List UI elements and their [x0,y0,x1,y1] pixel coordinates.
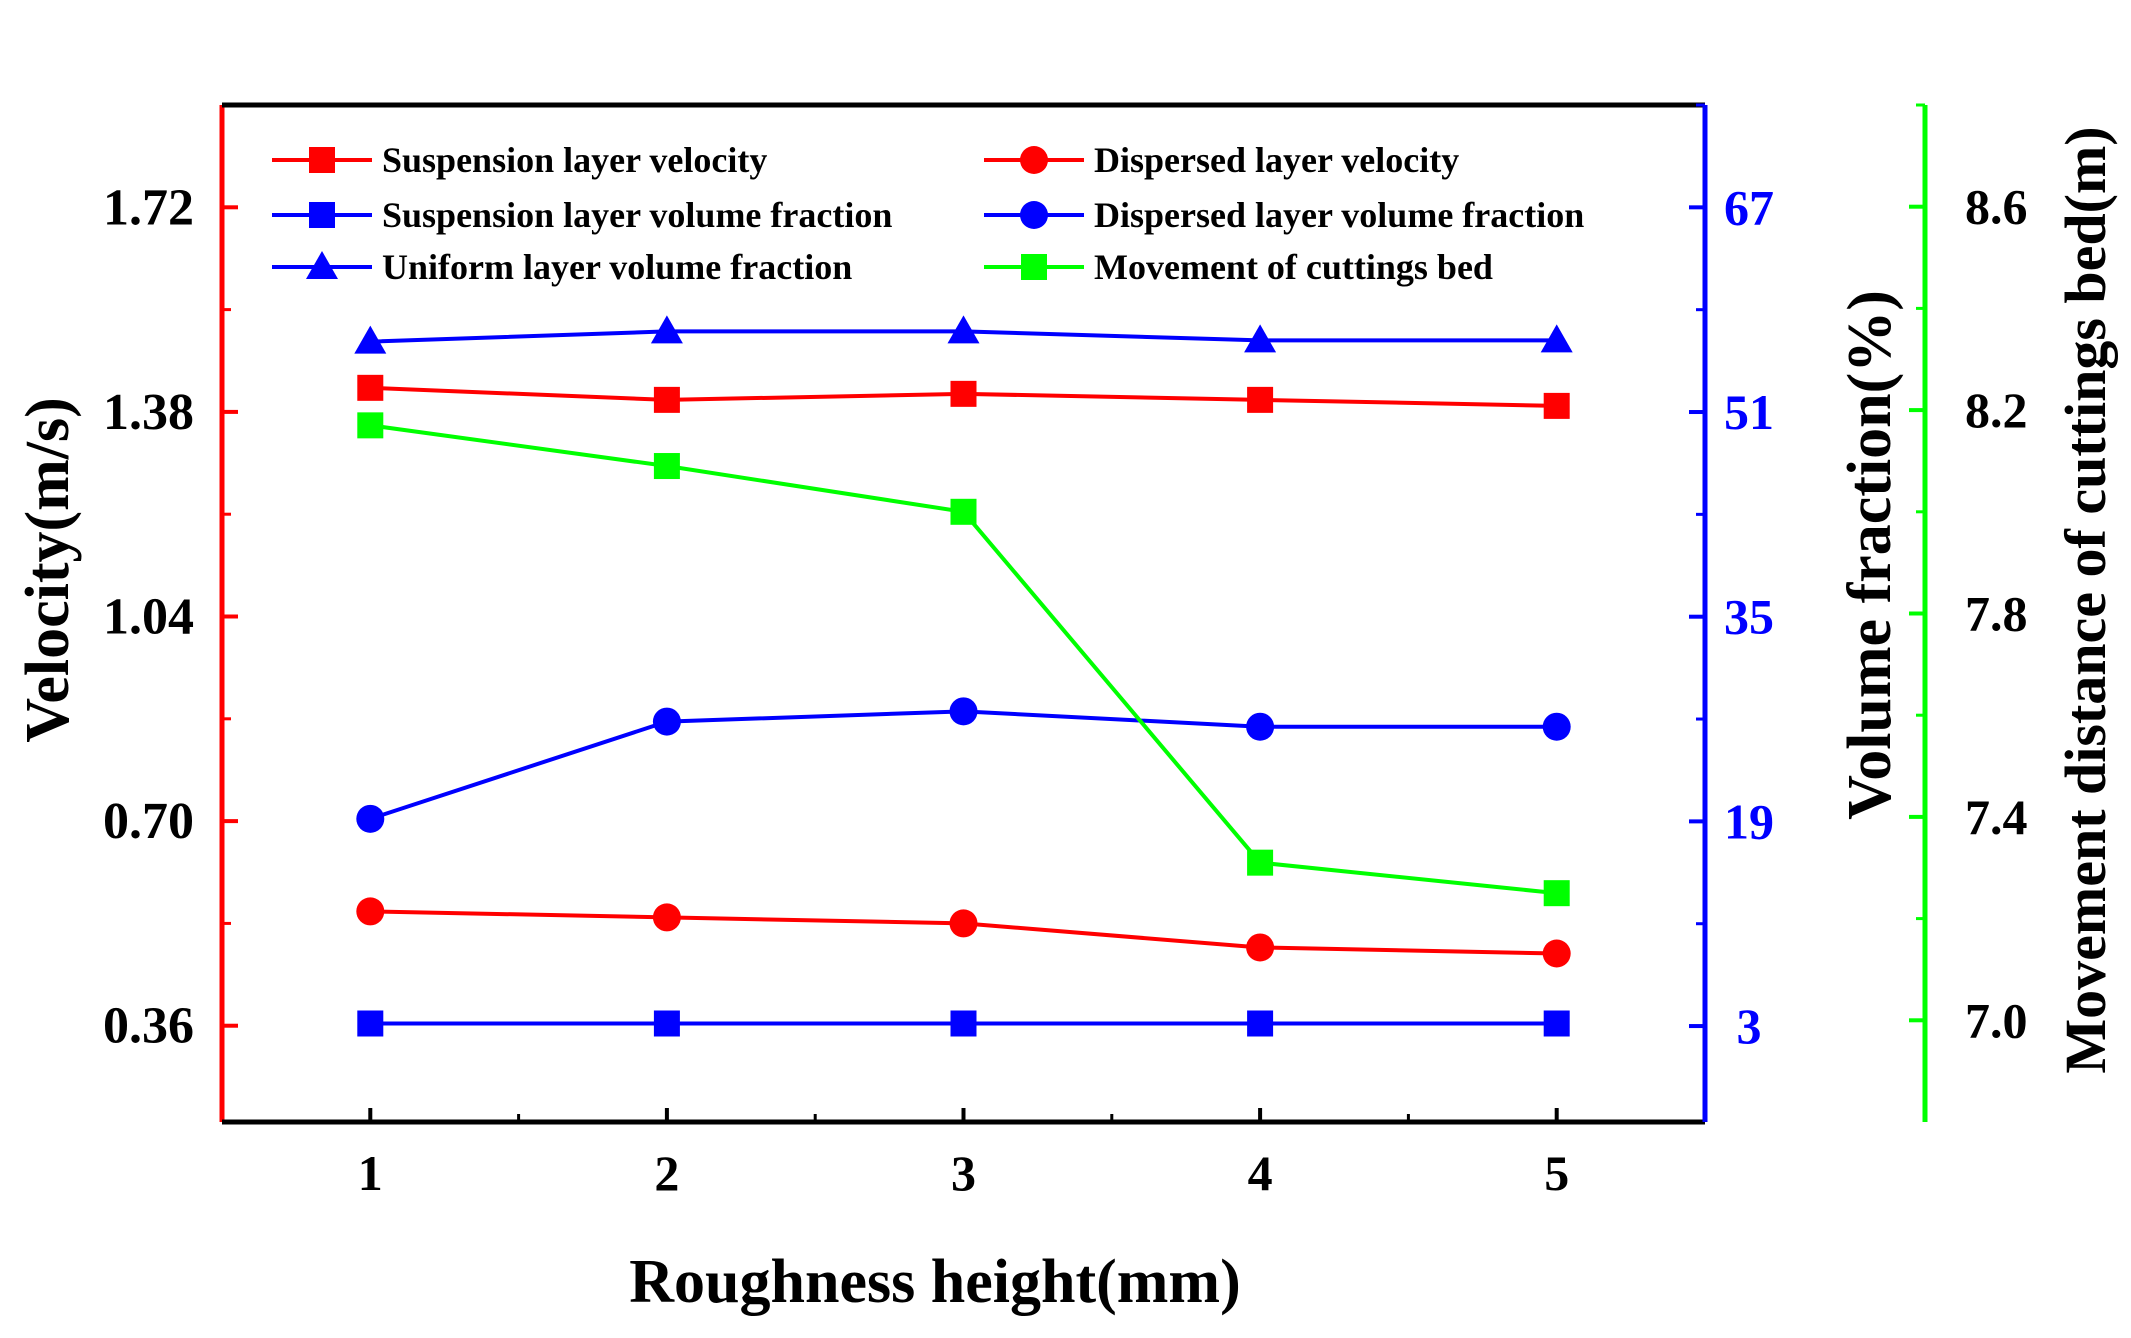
velocity-axis-label: Velocity(m/s) [14,397,82,743]
series-3 [356,697,1571,833]
velocity-tick-label: 1.72 [103,179,194,236]
legend-marker [306,251,338,279]
data-point [949,697,978,726]
x-tick-label: 3 [951,1145,976,1201]
data-point [950,380,977,407]
series-0 [357,374,1570,419]
legend-marker [309,202,335,228]
data-point [653,453,680,480]
series-line [369,709,1557,821]
legend-label: Dispersed layer velocity [1094,140,1459,180]
volume-tick-label: 51 [1724,384,1774,440]
x-tick-label: 4 [1248,1145,1273,1201]
velocity-tick-label: 1.04 [103,589,194,646]
data-point [1246,712,1275,741]
volume-tick-label: 67 [1724,179,1774,235]
x-tick-label: 5 [1544,1145,1569,1201]
series-5 [357,412,1570,907]
data-point [1543,880,1570,907]
legend-item: Suspension layer velocity [272,140,767,180]
data-point [1247,386,1274,413]
series-1 [356,897,1571,968]
data-point [947,315,980,344]
data-point [1247,1010,1274,1037]
series-line [370,423,1557,896]
data-point [950,498,977,525]
data-point [357,412,384,439]
data-point [950,1010,977,1037]
legend-item: Movement of cuttings bed [984,247,1493,287]
data-point [354,325,387,354]
data-point [650,315,683,344]
data-point [1542,712,1571,741]
series-4 [354,315,1573,354]
volume-tick-label: 19 [1724,793,1774,849]
movement-tick-label: 7.4 [1965,789,2028,845]
legend: Suspension layer velocity Dispersed layer… [272,140,1584,287]
legend-label: Movement of cuttings bed [1094,247,1493,287]
volume-tick-label: 35 [1724,589,1774,645]
x-axis-label: Roughness height(mm) [629,1248,1240,1316]
data-point [1543,1010,1570,1037]
data-point [653,386,680,413]
data-point [1542,939,1571,968]
legend-label: Dispersed layer volume fraction [1094,195,1584,235]
legend-marker [1020,146,1048,174]
legend-marker [1020,201,1048,229]
legend-item: Dispersed layer volume fraction [984,195,1584,235]
axes-layer: 1 2 3 4 5 0.36 0.70 1.04 1.38 1.72 3 19 35 51 67 7.0 7.4… [103,102,2028,1201]
movement-tick-label: 7.0 [1965,992,2028,1048]
movement-tick-label: 7.8 [1965,586,2028,642]
data-point [1247,849,1274,876]
volume-axis-label: Volume fraction(%) [1836,290,1904,820]
velocity-tick-label: 0.70 [103,793,194,850]
legend-label: Suspension layer volume fraction [382,195,892,235]
data-point [1540,324,1573,353]
legend-marker [309,147,335,173]
data-point [949,909,978,938]
movement-tick-label: 8.2 [1965,382,2028,438]
data-point [1246,933,1275,962]
x-tick-label: 2 [654,1145,679,1201]
legend-item: Dispersed layer velocity [984,140,1459,180]
legend-label: Suspension layer velocity [382,140,767,180]
velocity-tick-label: 1.38 [103,384,194,441]
data-point [356,897,385,926]
data-point [653,1010,680,1037]
legend-item: Uniform layer volume fraction [272,247,852,287]
legend-marker [1021,254,1047,280]
volume-tick-label: 3 [1737,998,1762,1054]
legend-label: Uniform layer volume fraction [382,247,852,287]
data-point [356,804,385,833]
movement-axis-label: Movement distance of cuttings bed(m) [2053,126,2118,1073]
x-tick-label: 1 [358,1145,383,1201]
velocity-tick-label: 0.36 [103,998,194,1055]
data-point [652,903,681,932]
series-layer [354,315,1573,1037]
movement-tick-label: 8.6 [1965,179,2028,235]
data-point [357,374,384,401]
series-2 [357,1010,1570,1037]
data-point [1543,392,1570,419]
legend-item: Suspension layer volume fraction [272,195,892,235]
data-point [357,1010,384,1037]
data-point [652,707,681,736]
data-point [1244,324,1277,353]
